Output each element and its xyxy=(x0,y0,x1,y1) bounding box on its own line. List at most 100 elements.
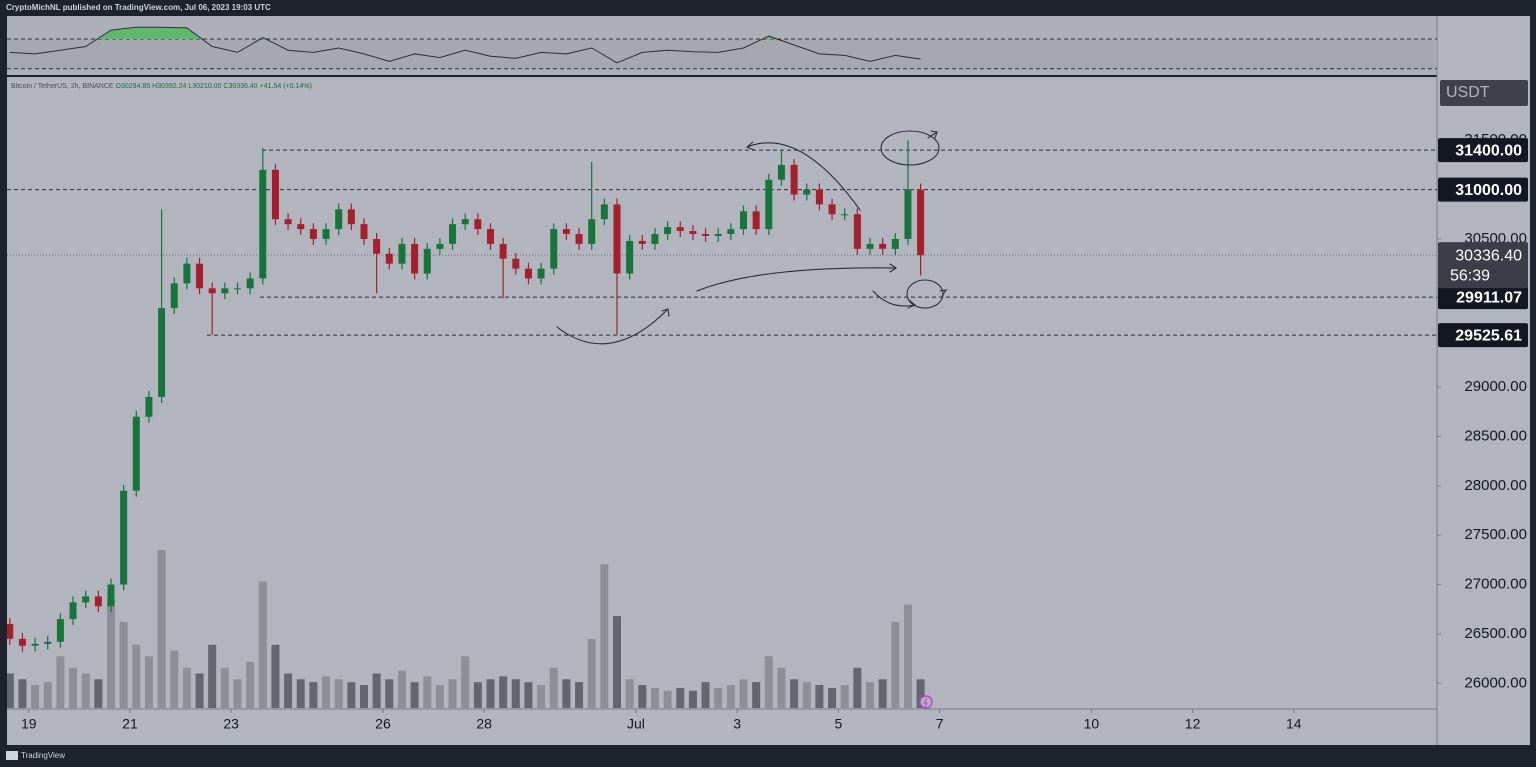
volume-bar xyxy=(271,644,280,708)
volume-bar xyxy=(524,682,533,708)
candle-body xyxy=(31,643,39,646)
x-tick-label: 19 xyxy=(21,716,37,732)
candle-body xyxy=(145,396,153,417)
candle-body xyxy=(322,229,330,239)
candle-body xyxy=(297,224,305,230)
y-tick-label: 26000.00 xyxy=(1464,674,1527,691)
candle-body xyxy=(499,243,507,259)
candle-body xyxy=(18,638,26,646)
volume-bar xyxy=(600,564,609,708)
candle-body xyxy=(461,219,469,225)
candle-body xyxy=(512,258,520,269)
candle-body xyxy=(398,243,406,264)
candle-body xyxy=(196,263,204,289)
x-tick-label: 7 xyxy=(936,716,944,732)
volume-bar xyxy=(31,685,40,708)
volume-bar xyxy=(549,667,558,708)
candle-body xyxy=(879,243,887,249)
volume-bar xyxy=(701,682,710,708)
legend-open: O30294.85 xyxy=(116,83,151,90)
volume-bar xyxy=(69,667,78,708)
legend-change: +41.54 (+0.14%) xyxy=(260,83,312,90)
volume-bar xyxy=(739,679,748,708)
volume-bar xyxy=(802,682,811,708)
event-icon[interactable] xyxy=(919,695,933,709)
volume-bar xyxy=(916,679,925,708)
candle-body xyxy=(651,234,659,244)
indicator-band-fill xyxy=(7,39,1437,69)
candle-body xyxy=(449,224,457,244)
candle-body xyxy=(132,416,140,491)
volume-bar xyxy=(81,673,90,708)
candle-body xyxy=(841,214,849,216)
volume-bar xyxy=(663,690,672,708)
level-label: 31400.00 xyxy=(1455,142,1522,159)
y-tick-label: 28000.00 xyxy=(1464,477,1527,494)
last-price-box xyxy=(1438,242,1528,289)
volume-bar xyxy=(157,550,166,708)
annotation-arrowhead xyxy=(927,130,938,139)
volume-bar xyxy=(638,685,647,708)
volume-bar xyxy=(537,685,546,708)
volume-bar xyxy=(258,581,267,708)
candle-body xyxy=(828,204,836,215)
volume-bar xyxy=(56,656,65,708)
header: CryptoMichNL published on TradingView.co… xyxy=(6,3,271,12)
candle-body xyxy=(904,189,912,239)
volume-bar xyxy=(43,682,52,708)
candle-body xyxy=(335,209,343,230)
volume-bar xyxy=(562,679,571,708)
currency-box[interactable] xyxy=(1440,80,1528,106)
candle-body xyxy=(714,234,722,236)
x-tick-label: 14 xyxy=(1286,716,1302,732)
volume-bar xyxy=(372,673,381,708)
volume-bar xyxy=(220,667,229,708)
candle-body xyxy=(120,490,128,585)
volume-bar xyxy=(347,682,356,708)
volume-bar xyxy=(764,656,773,708)
footer-logo xyxy=(6,751,18,760)
candle-body xyxy=(638,240,646,244)
volume-bar xyxy=(511,679,520,708)
x-tick-label: 28 xyxy=(476,716,492,732)
x-tick-label: Jul xyxy=(627,716,645,732)
volume-bar xyxy=(322,676,331,708)
volume-bar xyxy=(385,679,394,708)
volume-bar xyxy=(119,621,128,708)
candle-body xyxy=(664,227,672,235)
volume-bar xyxy=(448,679,457,708)
annotation-arrowhead xyxy=(661,308,670,317)
currency[interactable]: USDT xyxy=(1446,84,1490,101)
volume-bar xyxy=(650,687,659,708)
x-tick-label: 23 xyxy=(223,716,239,732)
candle-body xyxy=(284,219,292,225)
volume-bar xyxy=(208,644,217,708)
candle-body xyxy=(790,164,798,195)
candle-body xyxy=(208,288,216,294)
volume-bar xyxy=(435,685,444,708)
annotation-arrowhead xyxy=(939,289,948,297)
candle-body xyxy=(246,278,254,289)
candle-body xyxy=(423,248,431,274)
candle-body xyxy=(815,189,823,205)
x-tick-label: 12 xyxy=(1185,716,1201,732)
volume-bar xyxy=(878,679,887,708)
volume-bar xyxy=(246,662,255,708)
volume-bar xyxy=(625,679,634,708)
candle-body xyxy=(917,189,925,256)
candle-body xyxy=(486,229,494,244)
volume-bar xyxy=(903,604,912,708)
indicator-line xyxy=(9,26,921,64)
candle-body xyxy=(170,283,178,309)
volume-bar xyxy=(309,682,318,708)
volume-bar xyxy=(106,598,115,708)
candle-body xyxy=(233,288,241,290)
volume-bar xyxy=(815,685,824,708)
candle-body xyxy=(588,219,596,244)
y-tick-label: 27000.00 xyxy=(1464,576,1527,593)
x-tick-label: 10 xyxy=(1084,716,1100,732)
candle-body xyxy=(436,243,444,249)
volume-bar xyxy=(359,685,368,708)
candle-body xyxy=(69,602,77,620)
